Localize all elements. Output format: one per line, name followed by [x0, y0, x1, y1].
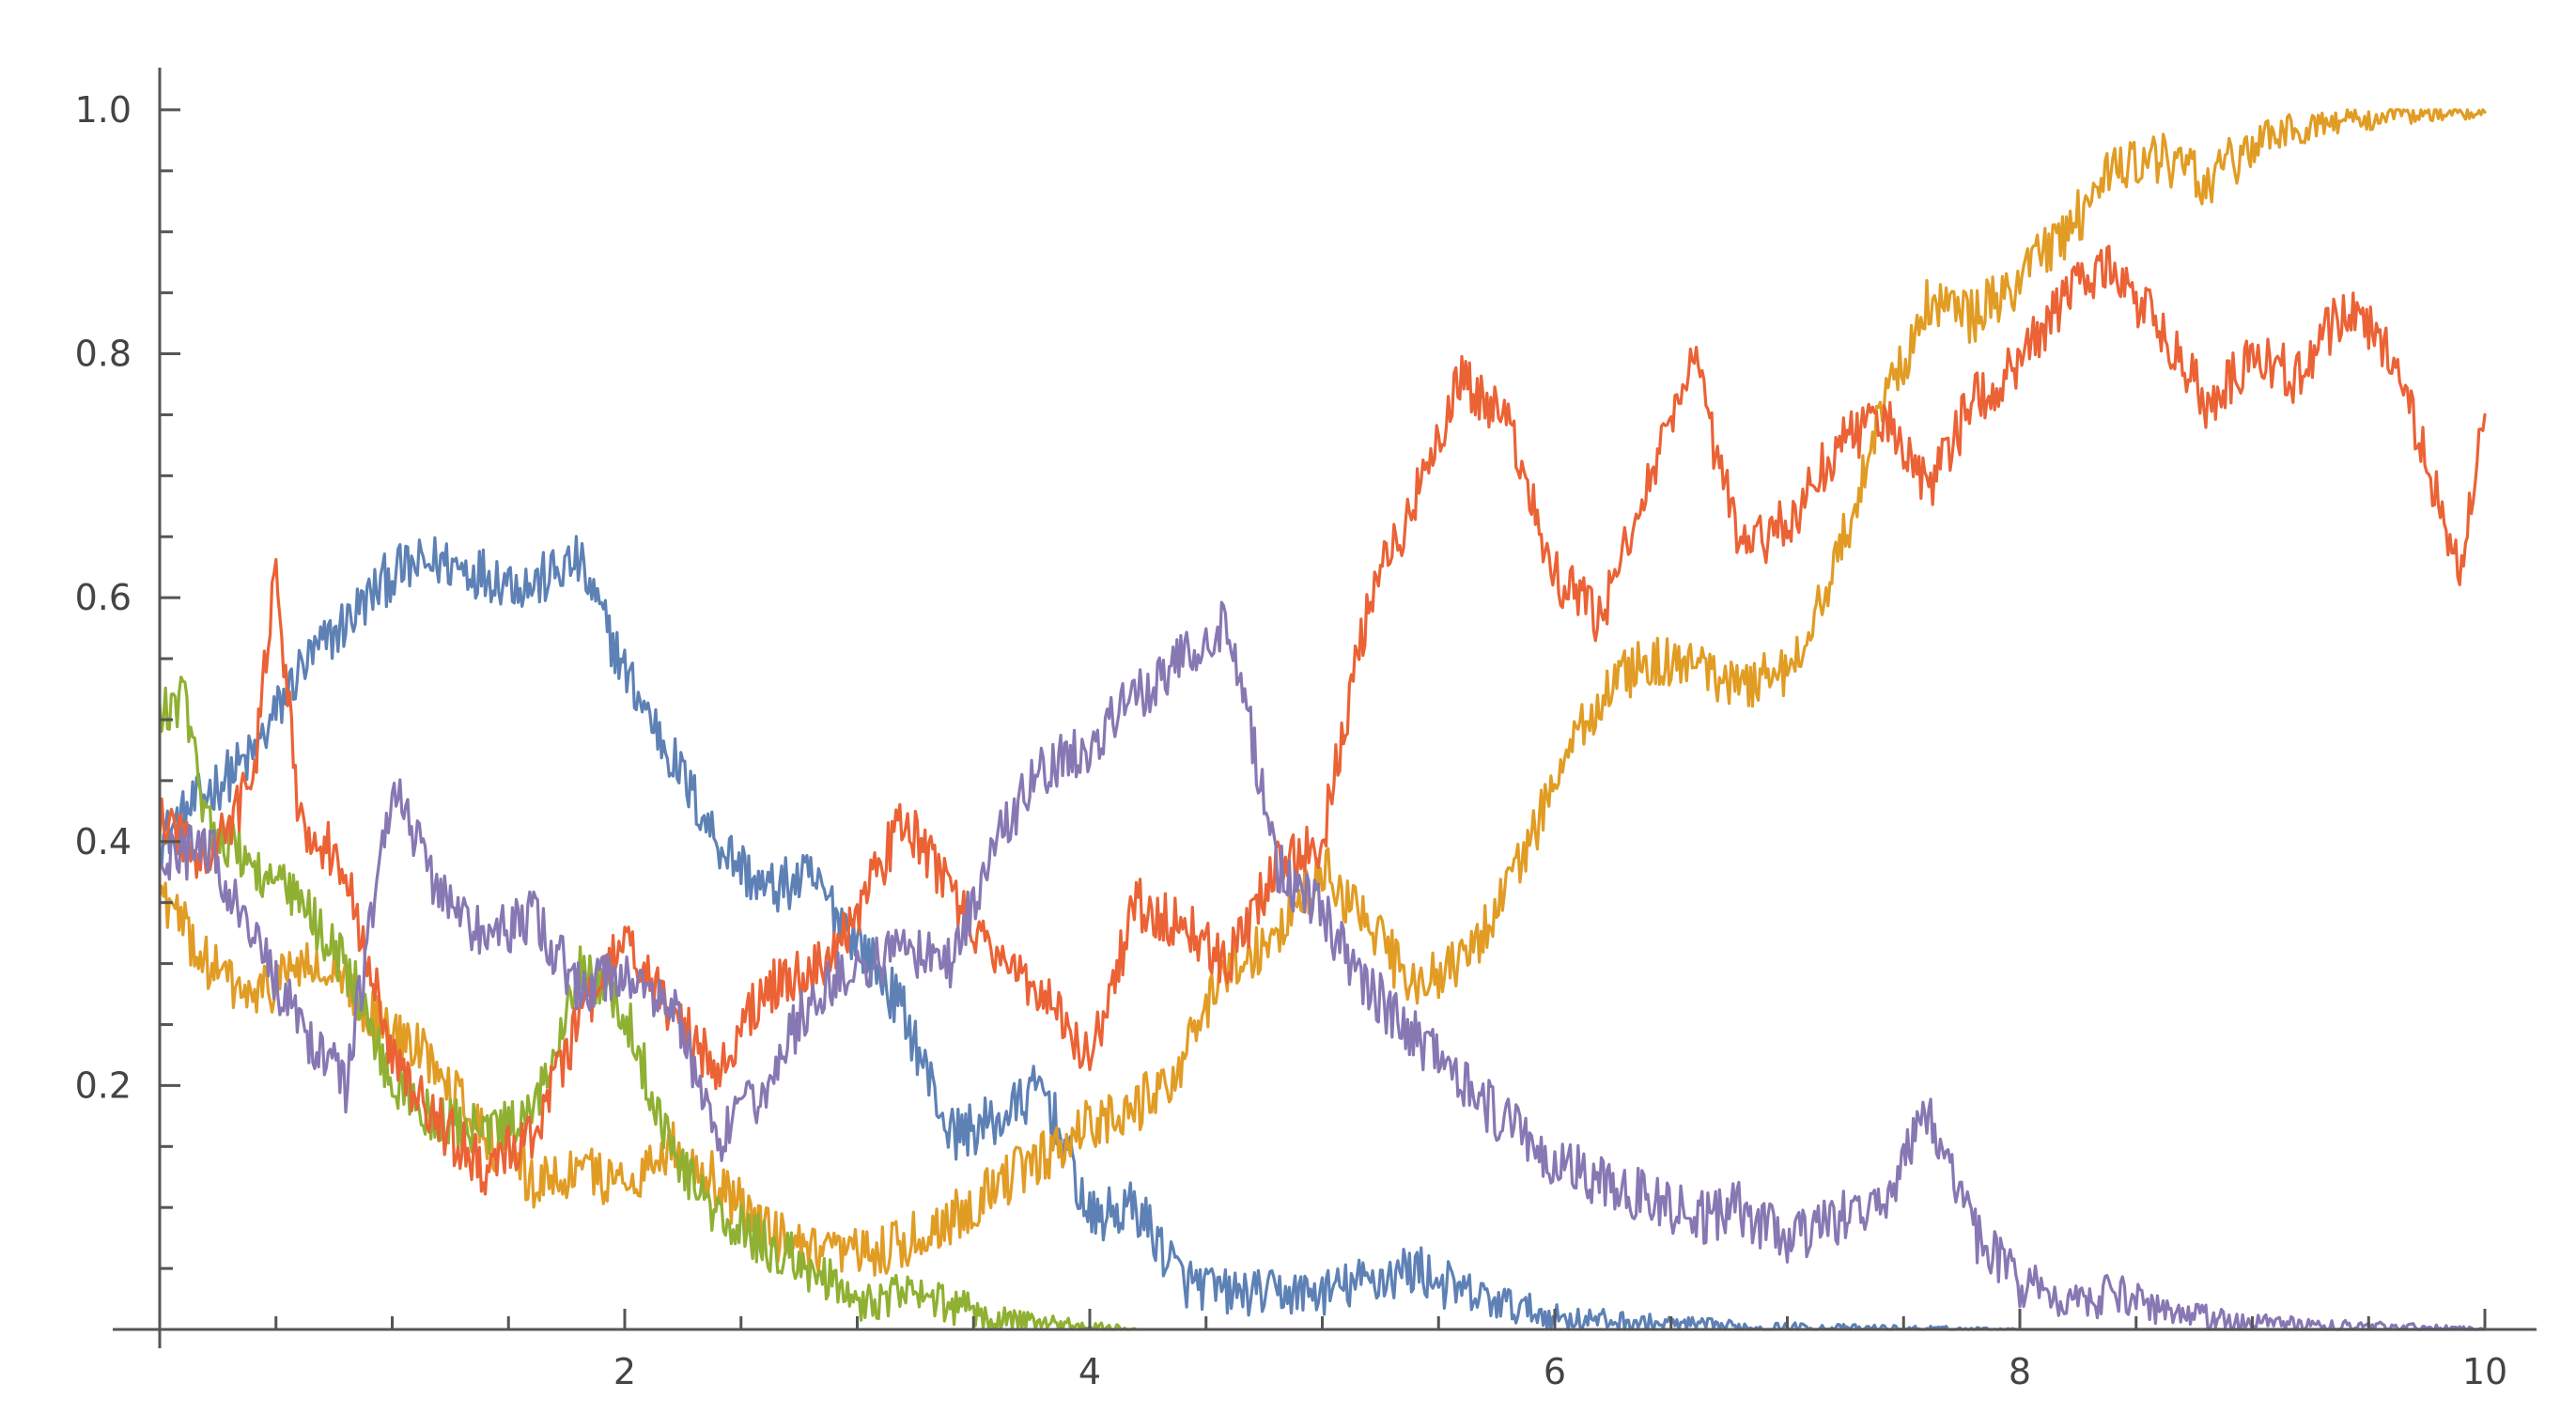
y-tick-label: 0.4	[75, 821, 132, 862]
y-tick-label: 0.2	[75, 1064, 132, 1106]
x-tick-label: 4	[1079, 1351, 1101, 1392]
y-tick-label: 0.6	[75, 577, 132, 618]
x-tick-label: 8	[2009, 1351, 2031, 1392]
series-line-1	[158, 535, 2487, 1331]
series-line-3	[158, 676, 1139, 1331]
x-tick-label: 2	[613, 1351, 636, 1392]
x-tick-label: 6	[1544, 1351, 1566, 1392]
axes-layer	[113, 68, 2537, 1348]
series-line-4	[158, 244, 2487, 1196]
ticks-layer	[160, 108, 2487, 1329]
series-line-5	[158, 600, 2487, 1331]
series-layer	[158, 108, 2487, 1331]
tick-labels-layer: 2 4 6 8 10 0.2 0.4 0.6 0.8 1.0	[75, 89, 2508, 1392]
y-tick-label: 0.8	[75, 334, 132, 375]
series-line-2	[158, 108, 2487, 1277]
x-tick-label: 10	[2462, 1351, 2507, 1392]
y-tick-label: 1.0	[75, 89, 132, 131]
